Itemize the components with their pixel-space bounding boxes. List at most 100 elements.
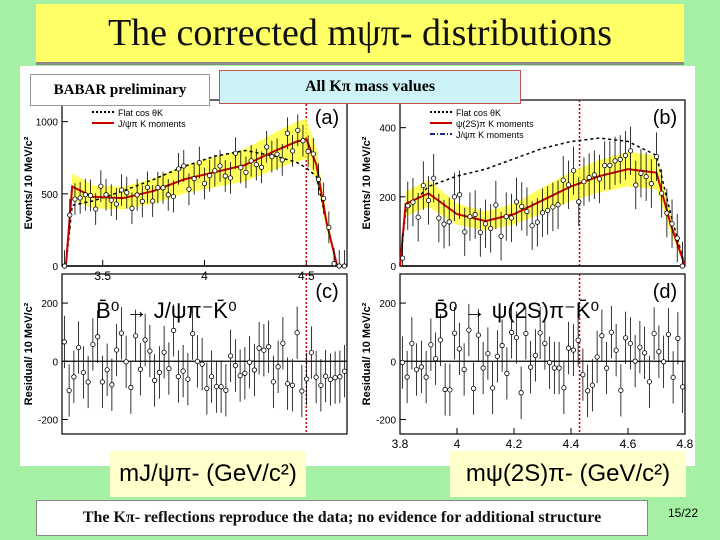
data-point: [612, 158, 618, 164]
x-tick-label: 4: [454, 437, 461, 451]
residual-point: [575, 337, 581, 343]
residual-point: [399, 359, 405, 366]
data-point: [321, 195, 327, 202]
residual-point: [551, 365, 557, 371]
data-point: [310, 151, 316, 157]
legend-label: ψ(2S)π K moments: [456, 119, 534, 129]
data-point: [124, 190, 130, 196]
y-tick-label: 400: [379, 124, 396, 135]
residual-point: [175, 374, 181, 380]
residual-point: [409, 340, 415, 346]
residual-point: [456, 346, 462, 352]
flat-curve: [65, 149, 338, 265]
data-point: [529, 223, 535, 229]
data-point: [305, 148, 311, 154]
residual-point: [466, 327, 472, 333]
x-tick-label: 4.4: [563, 437, 580, 451]
moments-curve: [65, 137, 338, 265]
y-tick-label: 0: [52, 262, 58, 273]
residual-point: [294, 330, 300, 336]
residual-point: [537, 330, 543, 336]
residual-point: [156, 369, 162, 375]
xlabel-left: mJ/ψπ- (GeV/c²): [110, 451, 306, 497]
data-point: [591, 172, 597, 178]
x-tick-label: 3.5: [94, 269, 111, 283]
data-point: [550, 204, 556, 210]
data-point: [513, 199, 520, 205]
residual-point: [99, 379, 105, 385]
residual-point: [80, 369, 86, 376]
data-point: [160, 185, 166, 191]
residual-point: [147, 348, 153, 354]
panel-1: 0 200 400 Events/ 10 MeV/c² (b) Flat cos θKψ(…: [361, 99, 686, 273]
data-point: [431, 175, 437, 181]
data-point: [493, 202, 499, 208]
data-point: [581, 179, 587, 185]
data-point: [144, 184, 151, 191]
data-point: [659, 190, 665, 196]
residual-point: [61, 339, 67, 345]
panel-label: (d): [653, 281, 677, 303]
data-point: [170, 193, 177, 200]
data-point: [134, 192, 140, 198]
data-point: [196, 160, 202, 166]
data-point: [648, 181, 654, 187]
y-tick-label: 0: [390, 357, 396, 368]
residual-point: [247, 359, 253, 365]
data-point: [436, 215, 442, 221]
data-point: [643, 174, 649, 180]
residual-point: [128, 384, 134, 391]
data-point: [498, 233, 504, 239]
residual-point: [523, 330, 529, 337]
data-point: [98, 183, 104, 189]
panel-frame: [61, 273, 348, 435]
footer-text: The Kπ- reflections reproduce the data; …: [82, 509, 602, 526]
data-point: [300, 138, 306, 144]
residual-point: [304, 376, 310, 382]
data-point: [207, 173, 213, 179]
residual-point: [675, 335, 681, 341]
residual-point: [471, 385, 477, 392]
residual-point: [599, 333, 605, 339]
data-point: [415, 214, 421, 220]
footer-note: The Kπ- reflections reproduce the data; …: [36, 500, 648, 536]
data-point: [150, 198, 156, 204]
data-point: [258, 164, 265, 170]
residual-point: [670, 374, 676, 381]
data-point: [519, 203, 525, 210]
residual-point: [289, 382, 295, 388]
residual-point: [237, 373, 243, 379]
data-point: [212, 168, 218, 174]
data-point: [175, 166, 182, 172]
mass-label-text: All Kπ mass values: [304, 78, 436, 95]
legend-label: Flat cos θK: [456, 108, 501, 118]
residual-point: [566, 345, 572, 351]
data-point: [129, 205, 135, 211]
data-point: [118, 187, 125, 193]
data-point: [67, 212, 73, 218]
x-tick-label: 4.6: [620, 437, 637, 451]
legend-label: J/ψπ K moments: [118, 119, 186, 129]
residual-point: [171, 327, 177, 333]
data-point: [555, 202, 561, 208]
residual-point: [594, 354, 600, 360]
residual-point: [680, 384, 686, 390]
residual-point: [118, 330, 124, 336]
residual-point: [414, 366, 420, 373]
residual-point: [423, 374, 429, 380]
data-point: [539, 210, 546, 216]
residual-point: [256, 345, 262, 351]
residual-point: [665, 331, 671, 337]
residual-point: [442, 386, 448, 392]
data-point: [253, 162, 259, 168]
data-point: [664, 210, 670, 216]
residual-point: [95, 334, 101, 340]
residual-point: [123, 359, 129, 365]
residual-point: [627, 340, 633, 347]
residual-point: [475, 332, 481, 338]
residual-point: [327, 376, 333, 383]
data-point: [472, 211, 478, 218]
y-axis-label: Events/ 10 MeV/c²: [361, 136, 373, 229]
residual-point: [656, 349, 662, 355]
